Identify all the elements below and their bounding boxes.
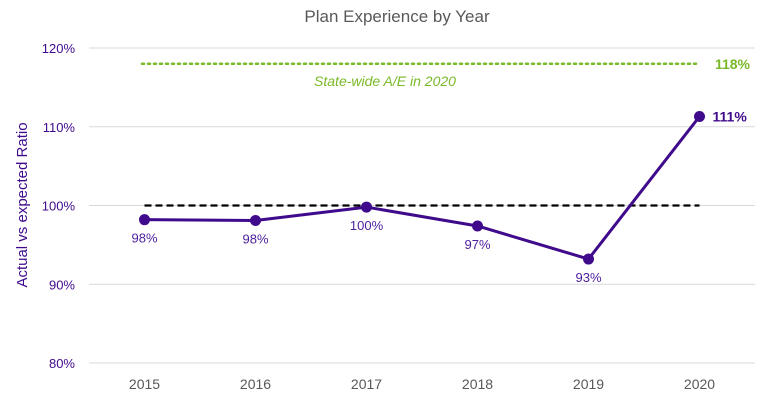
y-tick-labels: 80% 90% 100% 110% 120% <box>42 41 76 371</box>
data-series <box>139 111 705 265</box>
data-point <box>139 214 150 226</box>
data-point <box>361 201 372 213</box>
x-tick-labels: 2015 2016 2017 2018 2019 2020 <box>129 376 715 392</box>
x-tick-label: 2015 <box>129 376 160 392</box>
data-label: 98% <box>242 231 268 246</box>
data-point <box>583 253 594 265</box>
x-tick-label: 2016 <box>240 376 271 392</box>
y-axis-label: Actual vs expected Ratio <box>14 122 31 287</box>
data-label: 97% <box>464 237 490 252</box>
reference-lines: 118% State-wide A/E in 2020 <box>140 56 751 207</box>
x-tick-label: 2018 <box>462 376 493 392</box>
y-tick-label: 110% <box>43 120 76 135</box>
y-tick-label: 100% <box>42 199 76 214</box>
chart-title: Plan Experience by Year <box>304 7 490 26</box>
data-label: 111% <box>713 109 748 125</box>
data-label: 100% <box>350 218 384 233</box>
data-label: 98% <box>131 231 157 246</box>
x-tick-label: 2019 <box>573 376 604 392</box>
y-tick-label: 120% <box>42 41 76 56</box>
x-tick-label: 2017 <box>351 376 382 392</box>
x-tick-label: 2020 <box>684 376 715 392</box>
y-tick-label: 90% <box>49 277 75 292</box>
series-line <box>144 115 701 261</box>
data-point <box>472 220 483 232</box>
statewide-value-label: 118% <box>715 56 751 72</box>
y-tick-label: 80% <box>49 356 75 371</box>
data-labels: 98% 98% 100% 97% 93% 111% <box>131 109 747 286</box>
data-point <box>694 111 705 123</box>
statewide-note-label: State-wide A/E in 2020 <box>314 73 456 89</box>
data-label: 93% <box>575 270 601 285</box>
data-point <box>250 214 261 226</box>
